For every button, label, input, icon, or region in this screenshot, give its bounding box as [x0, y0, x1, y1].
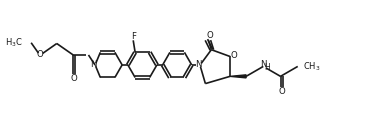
Text: O: O: [71, 74, 78, 83]
Text: N: N: [90, 60, 96, 69]
Text: H: H: [264, 63, 270, 72]
Text: O: O: [206, 31, 213, 40]
Text: N: N: [260, 60, 267, 69]
Polygon shape: [230, 75, 246, 78]
Text: O: O: [278, 87, 285, 96]
Text: N: N: [196, 60, 202, 69]
Text: O: O: [37, 50, 44, 59]
Text: O: O: [230, 51, 237, 60]
Text: F: F: [131, 32, 136, 41]
Text: CH$_3$: CH$_3$: [303, 60, 321, 73]
Text: H$_3$C: H$_3$C: [5, 37, 22, 49]
